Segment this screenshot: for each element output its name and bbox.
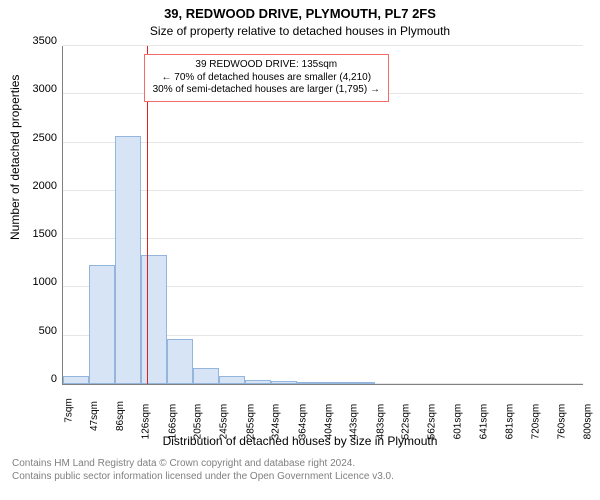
plot-area: 050010001500200025003000350039 REDWOOD D… xyxy=(62,46,583,385)
chart-container: 39, REDWOOD DRIVE, PLYMOUTH, PL7 2FS Siz… xyxy=(0,0,600,500)
y-axis-label: Number of detached properties xyxy=(8,75,22,240)
y-tick-label: 500 xyxy=(39,325,57,337)
annotation-line: 39 REDWOOD DRIVE: 135sqm xyxy=(153,59,380,72)
y-tick-label: 1500 xyxy=(33,228,57,240)
gridline xyxy=(63,45,583,46)
chart-subtitle: Size of property relative to detached ho… xyxy=(0,24,600,38)
footer-line-1: Contains HM Land Registry data © Crown c… xyxy=(12,458,394,471)
chart-footer: Contains HM Land Registry data © Crown c… xyxy=(12,458,394,483)
y-tick-label: 3500 xyxy=(33,35,57,47)
histogram-bar xyxy=(193,368,219,384)
histogram-bar xyxy=(115,136,141,384)
annotation-box: 39 REDWOOD DRIVE: 135sqm← 70% of detache… xyxy=(144,54,389,102)
histogram-bar xyxy=(141,255,167,384)
x-axis-label: Distribution of detached houses by size … xyxy=(0,434,600,448)
y-tick-label: 1000 xyxy=(33,276,57,288)
annotation-line: 30% of semi-detached houses are larger (… xyxy=(153,84,380,97)
x-tick-label: 800sqm xyxy=(553,384,600,395)
footer-line-2: Contains public sector information licen… xyxy=(12,471,394,484)
annotation-line: ← 70% of detached houses are smaller (4,… xyxy=(153,72,380,85)
histogram-bar xyxy=(219,376,245,384)
histogram-bar xyxy=(89,265,115,384)
histogram-bar xyxy=(167,339,193,384)
histogram-bar xyxy=(63,376,89,384)
y-tick-label: 2500 xyxy=(33,132,57,144)
y-tick-label: 3000 xyxy=(33,83,57,95)
y-tick-label: 2000 xyxy=(33,180,57,192)
chart-title: 39, REDWOOD DRIVE, PLYMOUTH, PL7 2FS xyxy=(0,6,600,21)
